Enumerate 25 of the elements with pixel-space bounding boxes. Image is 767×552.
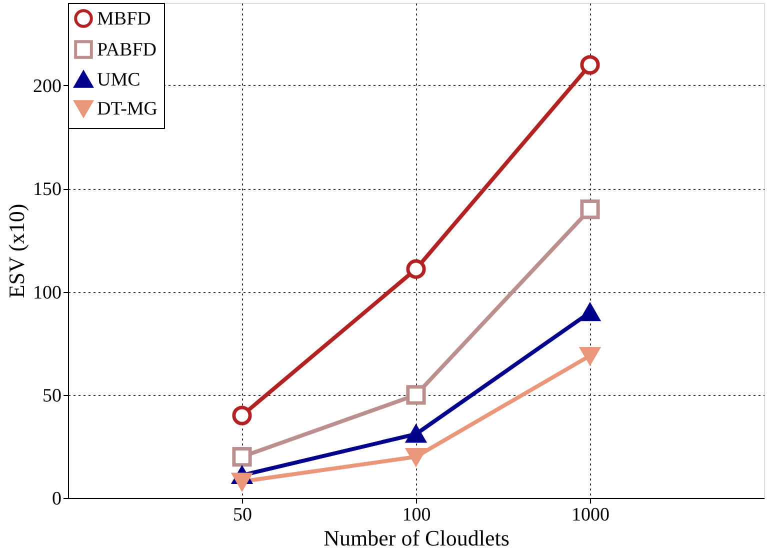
legend-label: DT-MG bbox=[97, 98, 158, 120]
legend-label: MBFD bbox=[97, 8, 151, 30]
point bbox=[232, 446, 252, 467]
legend-label: UMC bbox=[97, 70, 140, 90]
x-axis-title: Number of Cloudlets bbox=[324, 526, 510, 550]
point bbox=[232, 472, 252, 490]
y-tick-label: 100 bbox=[33, 282, 62, 304]
y-axis-title: ESV (x10) bbox=[4, 204, 29, 298]
point bbox=[406, 385, 426, 405]
y-tick-label: 0 bbox=[52, 488, 62, 510]
point bbox=[580, 346, 600, 364]
legend-label: PABFD bbox=[97, 40, 157, 60]
y-tick-label: 200 bbox=[33, 76, 62, 97]
x-tick-label: 100 bbox=[402, 504, 431, 526]
point bbox=[406, 259, 426, 279]
point bbox=[232, 406, 252, 426]
point bbox=[580, 199, 600, 220]
point bbox=[406, 425, 426, 443]
x-tick-label: 50 bbox=[233, 504, 252, 526]
point bbox=[406, 448, 426, 466]
y-tick-label: 50 bbox=[42, 385, 62, 406]
point bbox=[580, 304, 600, 322]
x-tick-label: 1000 bbox=[572, 504, 610, 526]
point bbox=[580, 55, 600, 75]
y-tick-label: 150 bbox=[33, 179, 62, 200]
